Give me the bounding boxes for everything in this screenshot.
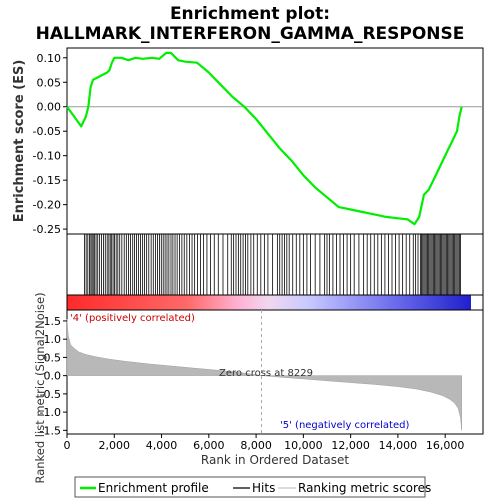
- rank-panel: 1.5 1.0 0.5 0.0 -0.5 -1.0 -1.5 Zero cross at 8…: [33, 292, 484, 484]
- rank-y-tick-label: -1.0: [40, 406, 61, 419]
- legend: Enrichment profile Hits Ranking metric s…: [74, 476, 431, 498]
- es-y-tick-label: -0.10: [33, 150, 61, 163]
- es-y-tick-label: 0.10: [37, 52, 62, 65]
- es-y-tick-label: -0.20: [33, 199, 61, 212]
- zero-cross-label: Zero cross at 8229: [219, 368, 313, 379]
- x-axis-label: Rank in Ordered Dataset: [201, 453, 349, 467]
- chart-title-line2: HALLMARK_INTERFERON_GAMMA_RESPONSE: [36, 24, 465, 44]
- es-y-tick-label: -0.25: [33, 223, 61, 236]
- es-y-tick-label: -0.15: [33, 174, 61, 187]
- rank-y-tick-label: 0.0: [44, 370, 62, 383]
- x-tick-label: 14,000: [379, 439, 418, 452]
- x-tick-label: 6,000: [193, 439, 225, 452]
- es-y-tick-label: 0.00: [37, 101, 62, 114]
- x-axis-ticks: 0 2,000 4,000 6,000 8,000 10,000 12,000 14,000 1…: [64, 434, 465, 452]
- x-tick-label: 12,000: [331, 439, 370, 452]
- rank-y-ticks: 1.5 1.0 0.5 0.0 -0.5 -1.0 -1.5: [40, 315, 67, 437]
- ranking-color-bar: [67, 295, 471, 310]
- x-tick-label: 2,000: [99, 439, 131, 452]
- x-tick-label: 10,000: [284, 439, 323, 452]
- legend-ranking-label: Ranking metric scores: [298, 481, 431, 495]
- rank-y-tick-label: 1.0: [44, 333, 62, 346]
- es-y-ticks: 0.10 0.05 0.00 -0.05 -0.10 -0.15 -0.20 -0.25: [33, 52, 67, 236]
- rank-y-axis-label: Ranked list metric (Signal2Noise): [33, 292, 47, 483]
- hit-marks: [84, 234, 461, 295]
- es-y-tick-label: 0.05: [37, 76, 62, 89]
- hits-panel: [66, 233, 484, 296]
- es-panel: 0.10 0.05 0.00 -0.05 -0.10 -0.15 -0.20 -0.25 En…: [12, 47, 484, 236]
- x-tick-label: 4,000: [146, 439, 178, 452]
- x-tick-label: 0: [64, 439, 71, 452]
- rank-y-tick-label: -1.5: [40, 424, 61, 437]
- rank-y-tick-label: -0.5: [40, 388, 61, 401]
- rank-y-tick-label: 1.5: [44, 315, 62, 328]
- legend-enrichment-label: Enrichment profile: [98, 481, 209, 495]
- ranking-metric-area: [66, 319, 462, 431]
- x-tick-label: 16,000: [426, 439, 465, 452]
- negative-correlated-label: '5' (negatively correlated): [280, 420, 409, 431]
- enrichment-profile-line: [66, 51, 463, 226]
- chart-title-line1: Enrichment plot:: [170, 4, 330, 24]
- x-tick-label: 8,000: [240, 439, 272, 452]
- rank-y-tick-label: 0.5: [44, 351, 62, 364]
- legend-hits-label: Hits: [252, 481, 275, 495]
- positive-correlated-label: '4' (positively correlated): [70, 313, 195, 324]
- legend-frame: [74, 476, 426, 498]
- es-y-axis-label: Enrichment score (ES): [12, 60, 27, 223]
- es-y-tick-label: -0.05: [33, 125, 61, 138]
